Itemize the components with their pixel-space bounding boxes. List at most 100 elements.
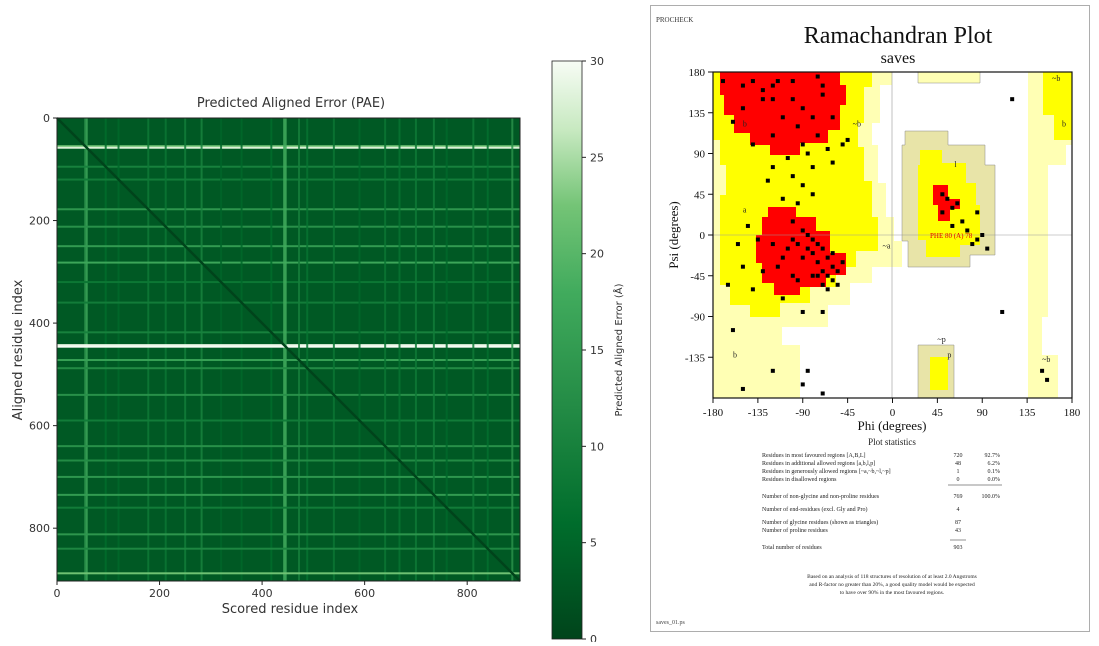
psi-tick-label: -135 [685,352,706,364]
residue-point [810,192,815,197]
residue-point [835,269,840,274]
statistics-percent: 0.0% [988,477,1001,483]
psi-tick-label: 135 [689,108,706,120]
pae-column-band [298,118,301,581]
residue-point [775,264,780,269]
residue-point [760,88,765,93]
statistics-count: 4 [957,507,960,513]
residue-point [940,210,945,215]
region-label: p [947,350,951,359]
statistics-count: 48 [955,461,961,467]
residue-point [790,79,795,84]
residue-points [720,74,1050,396]
residue-point [820,83,825,88]
residue-point [820,282,825,287]
residue-point [795,124,800,129]
pae-colorbar-tick-label: 25 [590,151,604,164]
pae-row-band [57,345,520,348]
pae-x-tick-label: 600 [354,587,375,600]
region-label: ~a [883,242,891,251]
pae-heatmap-chart: Predicted Aligned Error (PAE) 0 200 400 600… [11,55,625,646]
statistics-label: Residues in disallowed regions [762,477,837,483]
residue-point [820,391,825,396]
pae-colorbar-tick-label: 5 [590,537,597,550]
residue-point [795,278,800,283]
residue-point [760,269,765,274]
psi-tick-label: 45 [694,189,706,201]
residue-point [815,74,820,79]
residue-point [780,255,785,260]
residue-point [830,278,835,283]
statistics-label: Total number of residues [762,544,822,551]
pae-row-band [57,445,520,448]
pae-x-tick-label: 800 [457,587,478,600]
residue-point [970,242,975,247]
favoured-beta-region [720,72,846,155]
pae-row-band [57,572,520,575]
pae-row-band [57,359,520,362]
pae-row-band [57,419,520,422]
phi-axis-label: Phi (degrees) [858,418,927,433]
pae-colorbar-tick-label: 15 [590,344,604,357]
pae-y-tick-label: 800 [29,522,50,535]
pae-row-band [57,208,520,211]
pae-column-band [283,118,286,581]
residue-point [800,255,805,260]
pae-column-band [84,118,87,581]
residue-point [830,264,835,269]
residue-point [980,233,985,237]
pae-y-tick-label: 0 [43,112,50,125]
top-generous-region [917,71,981,84]
residue-point [845,137,850,142]
residue-point [940,192,945,197]
residue-point [815,273,820,278]
phi-tick-label: 45 [932,407,944,419]
pae-row-band [57,331,520,334]
residue-point [730,119,735,124]
phi-tick-label: -180 [703,407,724,419]
pae-row-band [57,281,520,284]
region-label: ~b [853,119,861,128]
residue-point [835,282,840,287]
statistics-count: 1 [957,469,960,475]
statistics-percent: 0.1% [988,469,1001,475]
residue-point [840,260,845,265]
ramachandran-subtitle: saves [881,50,916,67]
pae-column-band [486,118,489,581]
residue-point [805,368,810,373]
pae-column-band [306,118,309,581]
pae-colorbar-tick-label: 0 [590,633,597,642]
statistics-label: Residues in additional allowed regions [… [762,461,875,467]
residue-point [750,287,755,292]
footnote-line: Based on an analysis of 118 structures o… [807,573,977,580]
residue-point [1045,377,1050,382]
pae-column-band [220,118,223,581]
residue-point [750,79,755,84]
residue-point [785,246,790,251]
residue-point [820,246,825,251]
residue-point [735,242,740,247]
residue-point [810,273,815,278]
residue-point [1040,368,1045,373]
pae-row-band [57,301,520,304]
statistics-table: Residues in most favoured regions [A,B,L… [762,452,1002,551]
statistics-label: Number of proline residues [762,527,828,534]
region-label: b [1062,119,1066,128]
pae-x-axis-label: Scored residue index [222,602,359,617]
statistics-label: Residues in most favoured regions [A,B,L… [762,452,865,459]
phi-tick-label: 180 [1064,407,1081,419]
residue-point [1010,97,1015,102]
residue-annotation: PHE 80 (A) 78 [930,232,973,240]
psi-tick-label: 0 [700,230,706,242]
psi-axis: 180 135 90 45 0 -45 -90 -135 [685,67,713,364]
residue-point [755,237,760,242]
residue-point [750,142,755,147]
bottom-allowed-region [930,357,948,390]
residue-point [800,309,805,314]
pae-colorbar-tick-label: 20 [590,248,604,261]
residue-point [780,296,785,301]
psi-axis-label: Psi (degrees) [666,201,681,269]
file-label: saves_01.ps [656,620,685,626]
residue-point [805,151,810,156]
pae-y-tick-label: 600 [29,420,50,433]
